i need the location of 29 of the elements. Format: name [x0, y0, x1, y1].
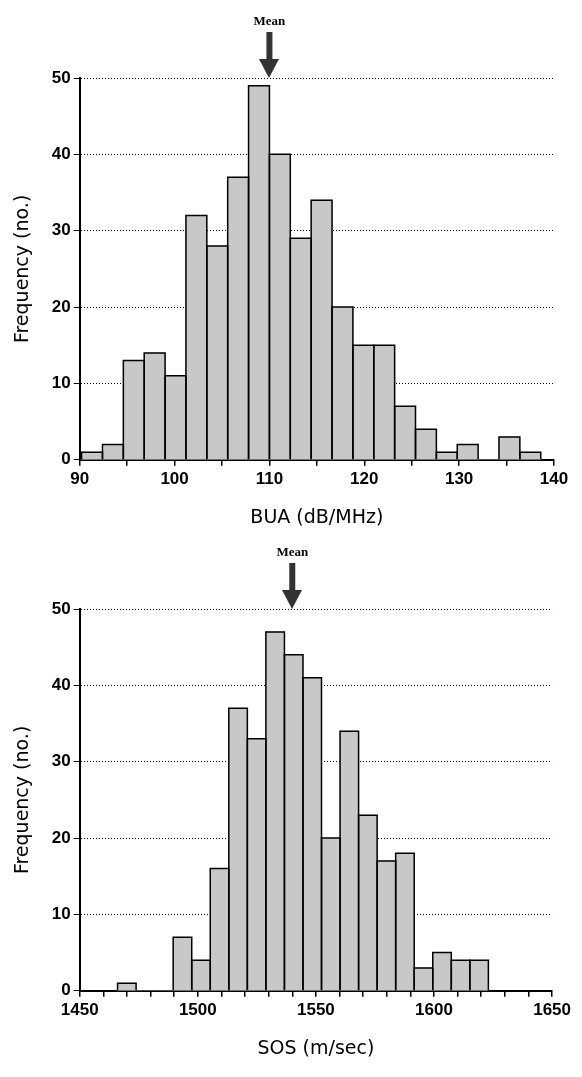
- y-axis-title: Frequency (no.): [10, 194, 33, 344]
- x-tick-label: 1600: [415, 999, 453, 1019]
- y-tick-label: 40: [51, 675, 71, 695]
- x-tick-label: 120: [350, 468, 379, 488]
- y-tick-label: 0: [61, 980, 71, 1000]
- y-tick-label: 50: [51, 598, 71, 618]
- y-tick-label: 20: [51, 296, 71, 316]
- y-tick-label: 0: [61, 449, 71, 469]
- x-tick-label: 140: [539, 468, 569, 488]
- x-axis-title: SOS (m/sec): [257, 1035, 375, 1058]
- x-tick-label: 1500: [178, 999, 217, 1019]
- ref-line-label: Mean: [253, 12, 287, 28]
- x-tick-label: 1650: [533, 999, 571, 1019]
- y-tick-label: 10: [51, 904, 71, 924]
- x-tick-label: 110: [255, 468, 284, 488]
- y-tick-label: 10: [51, 373, 71, 393]
- y-tick-label: 20: [51, 827, 71, 847]
- x-tick-label: 1550: [296, 999, 335, 1019]
- ref-line-label: Mean: [276, 543, 309, 559]
- y-tick-label: 40: [51, 144, 71, 164]
- x-tick-label: 1450: [60, 999, 99, 1019]
- y-axis-title: Frequency (no.): [10, 725, 33, 875]
- x-tick-label: 130: [444, 468, 474, 488]
- x-tick-label: 90: [70, 468, 90, 488]
- y-tick-label: 30: [51, 220, 71, 240]
- y-tick-label: 50: [51, 67, 71, 87]
- x-axis-title: BUA (dB/MHz): [250, 504, 384, 527]
- y-tick-label: 30: [51, 751, 71, 771]
- x-tick-label: 100: [160, 468, 189, 488]
